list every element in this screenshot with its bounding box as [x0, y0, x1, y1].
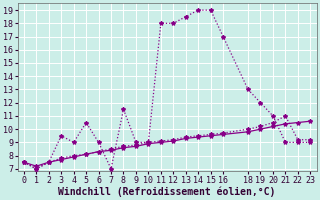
X-axis label: Windchill (Refroidissement éolien,°C): Windchill (Refroidissement éolien,°C)	[58, 186, 276, 197]
